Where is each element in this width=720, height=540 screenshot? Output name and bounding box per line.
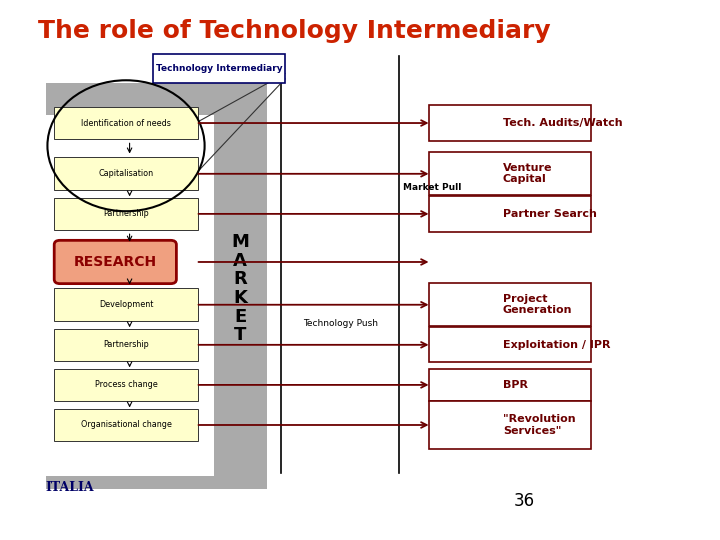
Text: "Revolution
Services": "Revolution Services" — [503, 414, 575, 436]
Bar — [45, 115, 214, 476]
Text: Exploitation / IPR: Exploitation / IPR — [503, 340, 611, 350]
FancyBboxPatch shape — [54, 158, 198, 190]
FancyBboxPatch shape — [429, 152, 591, 195]
FancyBboxPatch shape — [429, 283, 591, 326]
FancyBboxPatch shape — [429, 369, 591, 401]
FancyBboxPatch shape — [54, 369, 198, 401]
FancyBboxPatch shape — [54, 198, 198, 230]
FancyBboxPatch shape — [54, 107, 198, 139]
Text: BPR: BPR — [503, 380, 528, 390]
Text: Technology Intermediary: Technology Intermediary — [156, 64, 282, 73]
FancyBboxPatch shape — [54, 409, 198, 441]
Text: Partnership: Partnership — [103, 340, 149, 349]
Bar — [45, 83, 267, 115]
Text: Organisational change: Organisational change — [81, 421, 171, 429]
Text: Development: Development — [99, 300, 153, 309]
Text: Market Pull: Market Pull — [403, 183, 462, 192]
Text: The role of Technology Intermediary: The role of Technology Intermediary — [38, 19, 551, 43]
Text: RESEARCH: RESEARCH — [73, 255, 157, 269]
Text: Project
Generation: Project Generation — [503, 294, 572, 315]
Text: M
A
R
K
E
T: M A R K E T — [231, 233, 249, 345]
FancyBboxPatch shape — [153, 53, 285, 83]
Text: Process change: Process change — [94, 380, 158, 389]
FancyBboxPatch shape — [429, 105, 591, 140]
Text: 36: 36 — [514, 492, 535, 510]
FancyBboxPatch shape — [54, 240, 176, 284]
Text: Partnership: Partnership — [103, 210, 149, 218]
FancyBboxPatch shape — [429, 401, 591, 449]
FancyBboxPatch shape — [429, 327, 591, 362]
FancyBboxPatch shape — [54, 288, 198, 321]
Text: Identification of needs: Identification of needs — [81, 118, 171, 127]
Bar — [214, 83, 267, 473]
Text: Partner Search: Partner Search — [503, 209, 597, 219]
FancyBboxPatch shape — [54, 328, 198, 361]
Text: Tech. Audits/Watch: Tech. Audits/Watch — [503, 118, 623, 128]
Bar — [45, 473, 267, 489]
Text: Capitalisation: Capitalisation — [99, 170, 153, 178]
FancyBboxPatch shape — [429, 196, 591, 232]
Text: ITALIA: ITALIA — [45, 482, 94, 495]
Text: Technology Push: Technology Push — [303, 319, 378, 328]
Text: Venture
Capital: Venture Capital — [503, 163, 552, 184]
